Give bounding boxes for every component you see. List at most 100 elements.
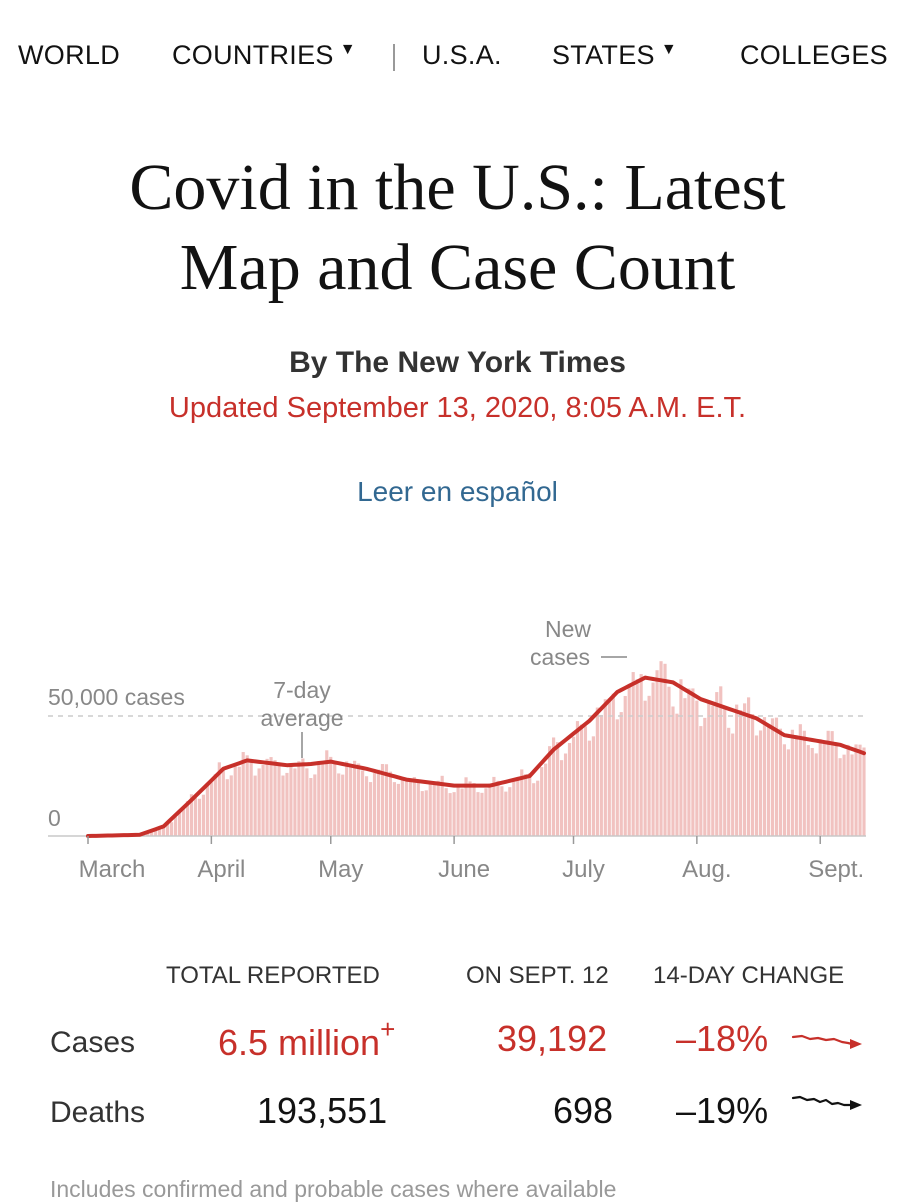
daily-case-bar bbox=[528, 773, 532, 836]
daily-case-bar bbox=[221, 769, 225, 836]
daily-case-bar bbox=[357, 763, 361, 836]
x-tick-label: June bbox=[438, 856, 490, 883]
daily-case-bar bbox=[281, 775, 285, 836]
daily-case-bar bbox=[747, 697, 751, 836]
daily-case-bar bbox=[213, 774, 217, 836]
daily-case-bar bbox=[719, 686, 723, 836]
byline: By The New York Times bbox=[289, 346, 626, 379]
daily-case-bar bbox=[563, 753, 568, 836]
daily-case-bar bbox=[711, 705, 715, 836]
daily-case-bar bbox=[579, 724, 584, 836]
page-title: Covid in the U.S.: Latest Map and Case C… bbox=[0, 148, 915, 308]
col-header-change: 14-DAY CHANGE bbox=[653, 962, 845, 989]
daily-case-bar bbox=[675, 713, 679, 836]
nav-colleges[interactable]: COLLEGES bbox=[740, 40, 888, 71]
daily-case-bar bbox=[428, 781, 432, 836]
daily-case-bar bbox=[504, 791, 508, 836]
daily-case-bar bbox=[205, 783, 209, 836]
daily-case-bar bbox=[683, 698, 687, 836]
daily-case-bar bbox=[571, 736, 576, 836]
daily-case-bar bbox=[814, 753, 818, 836]
daily-case-bar bbox=[448, 793, 452, 836]
daily-case-bar bbox=[536, 780, 540, 836]
row-label-deaths: Deaths bbox=[50, 1096, 146, 1129]
daily-case-bar bbox=[762, 717, 767, 836]
daily-case-bar bbox=[687, 688, 691, 836]
page-title-line2: Map and Case Count bbox=[179, 231, 736, 304]
daily-case-bar bbox=[225, 779, 229, 836]
daily-case-bar bbox=[376, 769, 381, 836]
nav-divider bbox=[393, 44, 395, 71]
daily-case-bar bbox=[321, 761, 325, 836]
daily-case-bar bbox=[488, 783, 492, 836]
daily-case-bar bbox=[468, 781, 472, 836]
daily-case-bar bbox=[540, 767, 544, 836]
daily-case-bar bbox=[595, 707, 599, 836]
daily-case-bar bbox=[249, 762, 253, 836]
daily-case-bar bbox=[265, 758, 269, 836]
nav-states[interactable]: STATES ▼ bbox=[552, 40, 677, 71]
daily-case-bar bbox=[667, 686, 671, 836]
spanish-link[interactable]: Leer en español bbox=[357, 476, 558, 507]
daily-case-bar bbox=[631, 672, 635, 836]
seven-day-average-line bbox=[86, 675, 866, 838]
daily-case-bar bbox=[587, 740, 591, 836]
daily-case-bar bbox=[301, 758, 305, 836]
daily-case-bar bbox=[360, 770, 365, 836]
daily-case-bar bbox=[424, 790, 428, 836]
daily-case-bar bbox=[639, 674, 643, 836]
nav-world[interactable]: WORLD bbox=[18, 40, 120, 71]
nav-colleges-label: COLLEGES bbox=[740, 40, 888, 70]
daily-case-bar bbox=[325, 750, 329, 836]
daily-case-bar bbox=[806, 745, 810, 836]
daily-case-bar bbox=[460, 788, 464, 836]
daily-case-bar bbox=[842, 754, 846, 836]
daily-case-bar bbox=[345, 761, 349, 836]
daily-case-bar bbox=[659, 661, 663, 836]
daily-case-bar bbox=[209, 782, 213, 836]
daily-case-bar bbox=[810, 747, 814, 836]
daily-case-bar bbox=[850, 754, 854, 836]
daily-case-bar bbox=[559, 760, 564, 836]
daily-case-bar bbox=[313, 774, 317, 836]
daily-case-bar bbox=[269, 757, 273, 836]
daily-case-bar bbox=[548, 746, 552, 836]
nav-world-label: WORLD bbox=[18, 40, 120, 70]
daily-case-bar bbox=[173, 816, 178, 836]
daily-case-bar bbox=[476, 792, 480, 836]
daily-case-bar bbox=[603, 699, 607, 836]
section-nav: WORLD COUNTRIES ▼ U.S.A. STATES ▼ COLLEGES bbox=[0, 0, 915, 110]
daily-case-bar bbox=[703, 717, 707, 836]
daily-case-bar bbox=[444, 788, 448, 836]
daily-case-bar bbox=[329, 756, 333, 836]
nav-countries[interactable]: COUNTRIES ▼ bbox=[172, 40, 356, 71]
daily-case-bar bbox=[790, 729, 794, 836]
daily-case-bar bbox=[822, 743, 826, 836]
daily-case-bar bbox=[707, 703, 711, 836]
daily-case-bar bbox=[305, 768, 309, 836]
footnote: Includes confirmed and probable cases wh… bbox=[50, 1176, 617, 1202]
row-label-cases: Cases bbox=[50, 1026, 136, 1059]
daily-case-bar bbox=[289, 763, 293, 836]
daily-case-bar bbox=[846, 744, 850, 836]
daily-case-bar bbox=[599, 714, 603, 836]
daily-case-bar bbox=[201, 794, 205, 836]
daily-case-bar bbox=[508, 787, 512, 836]
new-cases-chart: 50,000 cases 0 7-day average New cases M… bbox=[48, 616, 866, 883]
daily-case-bar bbox=[663, 663, 667, 836]
daily-case-bar bbox=[349, 766, 353, 836]
cases-on-day: 39,192 bbox=[497, 1018, 608, 1059]
daily-case-bar bbox=[177, 809, 182, 836]
x-tick-label: July bbox=[562, 856, 605, 883]
daily-case-bar bbox=[241, 752, 245, 836]
daily-case-bar bbox=[217, 762, 221, 836]
daily-case-bar bbox=[193, 797, 198, 836]
daily-case-bar bbox=[309, 778, 313, 836]
daily-case-bar bbox=[695, 700, 699, 836]
daily-case-bar bbox=[500, 786, 504, 836]
annotation-average-line2: average bbox=[260, 705, 343, 731]
daily-case-bar bbox=[293, 768, 297, 836]
cases-total: 6.5 million+ bbox=[218, 1014, 395, 1064]
nav-countries-label: COUNTRIES bbox=[172, 40, 334, 70]
nav-usa[interactable]: U.S.A. bbox=[422, 40, 502, 71]
